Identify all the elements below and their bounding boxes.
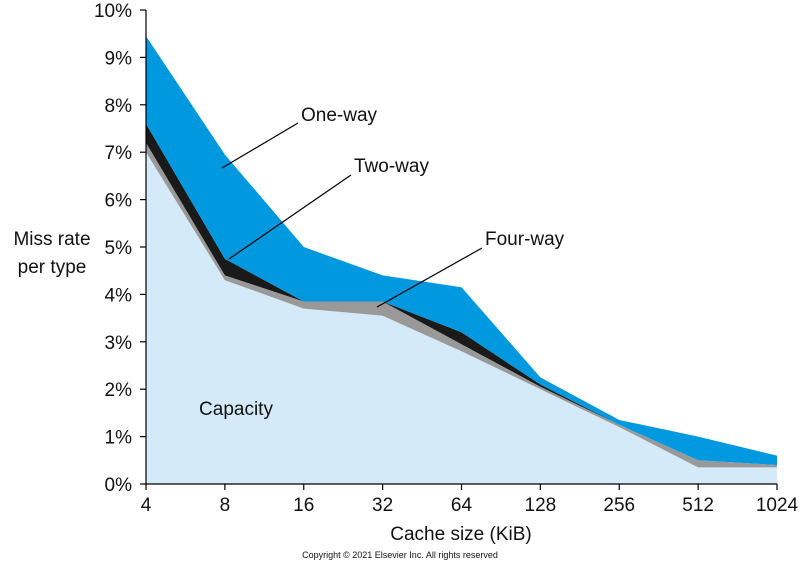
x-tick-label: 1024 — [756, 495, 799, 516]
y-axis-title-line-1: Miss rate — [13, 229, 90, 250]
x-tick-label: 32 — [372, 495, 393, 516]
chart-axes — [140, 9, 778, 490]
area-one-way — [146, 36, 777, 465]
y-tick-label: 4% — [105, 285, 133, 306]
label-one-way: One-way — [301, 105, 378, 126]
y-tick-label: 2% — [105, 380, 133, 401]
x-tick-label: 8 — [220, 495, 231, 516]
y-tick-label: 9% — [105, 48, 133, 69]
label-four-way: Four-way — [485, 229, 565, 250]
series-callouts: Capacity Four-way Two-way One-way — [199, 105, 565, 420]
copyright-notice: Copyright © 2021 Elsevier Inc. All right… — [302, 550, 498, 560]
y-tick-label: 1% — [105, 428, 133, 449]
y-tick-label: 6% — [105, 191, 133, 212]
y-tick-label: 0% — [105, 475, 133, 496]
y-tick-label: 5% — [105, 238, 133, 259]
label-capacity: Capacity — [199, 399, 273, 420]
area-capacity — [146, 152, 777, 484]
label-two-way: Two-way — [354, 156, 429, 177]
y-tick-label: 8% — [105, 96, 133, 117]
x-tick-label: 128 — [525, 495, 557, 516]
x-axis-title: Cache size (KiB) — [390, 524, 532, 545]
leader-line-one-way — [221, 122, 299, 169]
x-tick-label: 256 — [603, 495, 635, 516]
x-tick-label: 4 — [141, 495, 152, 516]
leader-line-four-way — [376, 247, 483, 308]
y-tick-labels: 0% 1% 2% 3% 4% 5% 6% 7% 8% 9% 10% — [94, 1, 132, 496]
x-tick-label: 16 — [293, 495, 314, 516]
x-tick-label: 64 — [451, 495, 473, 516]
x-tick-label: 512 — [682, 495, 714, 516]
leader-line-two-way — [228, 174, 352, 260]
y-tick-label: 10% — [94, 1, 132, 22]
y-tick-label: 7% — [105, 143, 133, 164]
y-tick-label: 3% — [105, 333, 133, 354]
y-axis-title-line-2: per type — [18, 257, 87, 278]
x-tick-labels: 4 8 16 32 64 128 256 512 1024 — [141, 495, 799, 516]
chart-areas — [146, 36, 777, 484]
